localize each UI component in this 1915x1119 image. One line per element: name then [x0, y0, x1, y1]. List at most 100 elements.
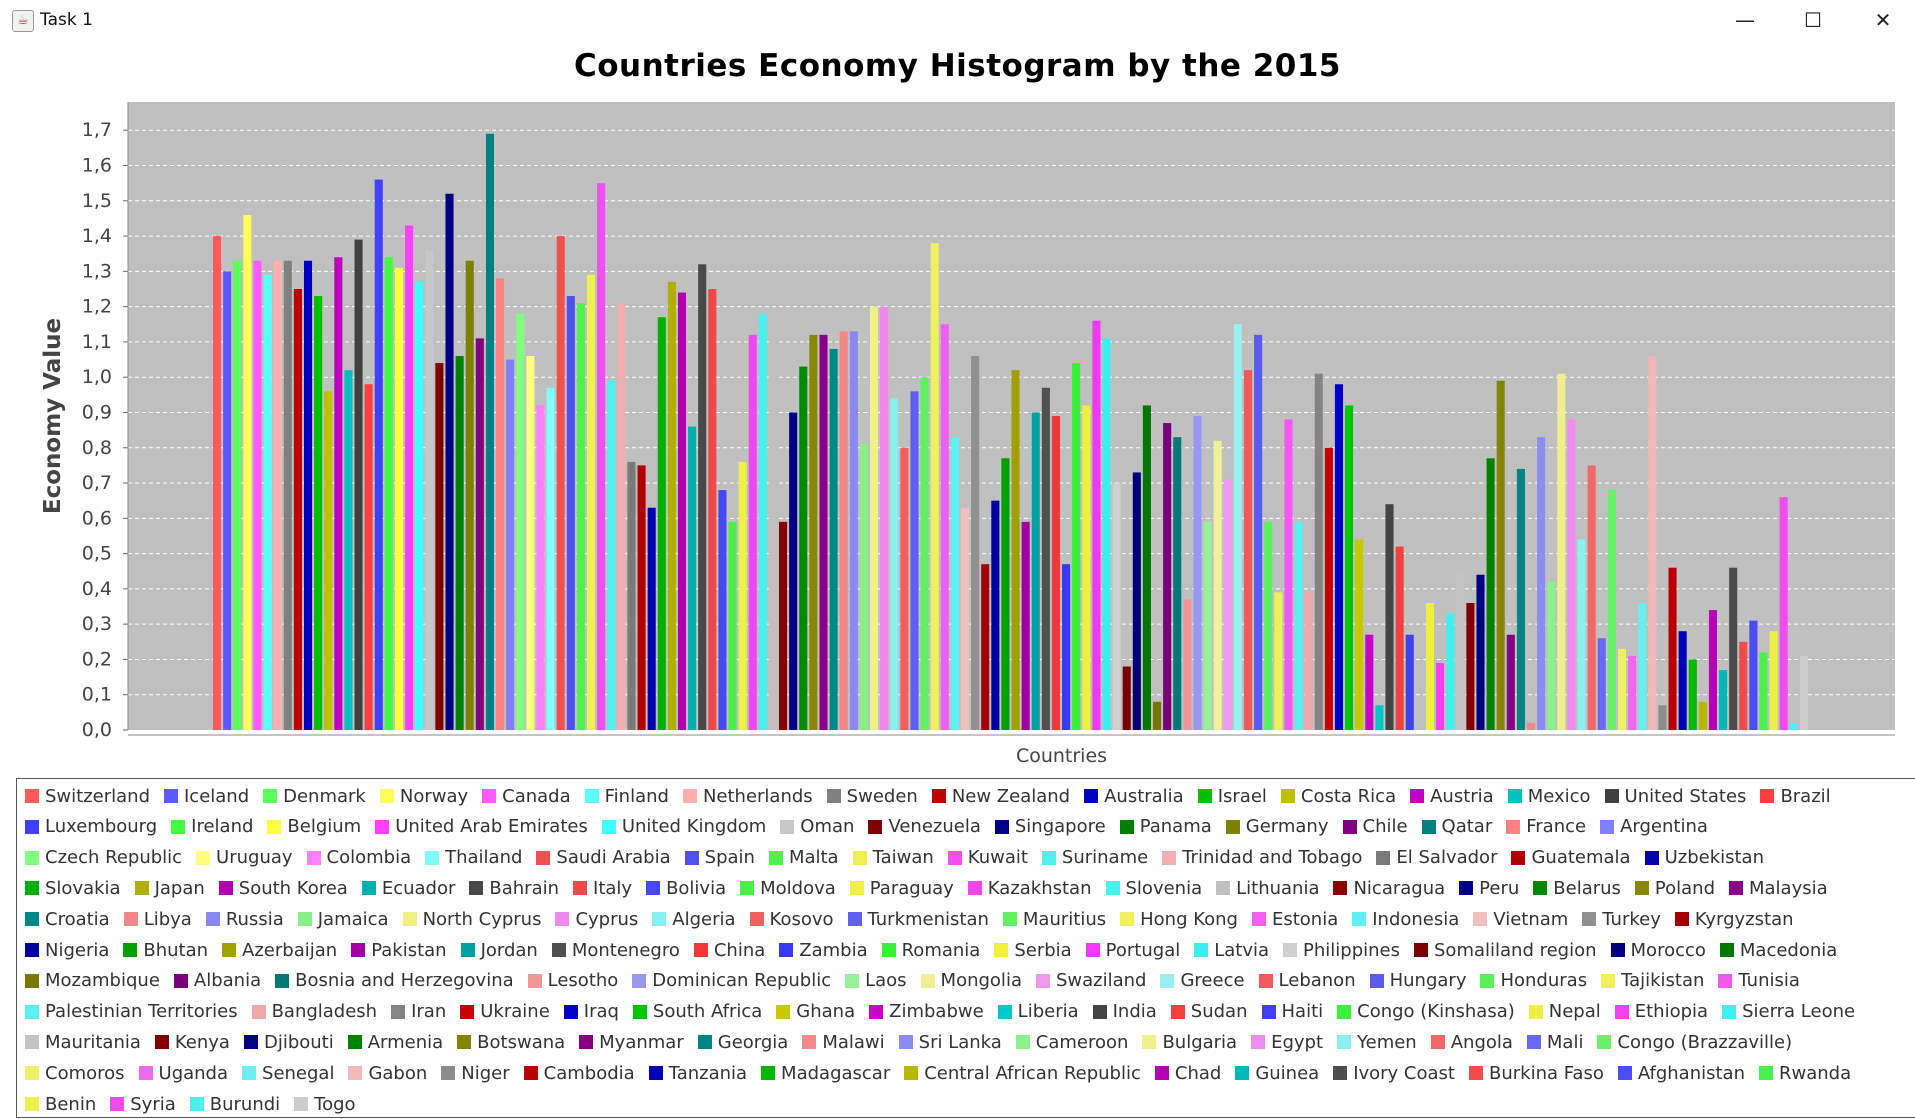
legend-label: Belarus	[1553, 877, 1621, 899]
bar-japan	[667, 281, 676, 730]
legend-item: Costa Rica	[1280, 783, 1396, 809]
legend-swatch	[579, 1035, 594, 1050]
legend-label: Azerbaijan	[242, 939, 338, 961]
y-tick-label: 1,3	[82, 260, 112, 282]
bar-ireland	[384, 257, 393, 730]
legend-swatch	[1105, 881, 1120, 896]
bar-swaziland	[1223, 479, 1232, 730]
legend-swatch	[163, 789, 178, 803]
legend-label: Turkmenistan	[867, 908, 989, 930]
legend-label: Kyrgyzstan	[1694, 908, 1794, 930]
legend-swatch	[154, 1035, 169, 1050]
legend-item: Italy	[573, 875, 632, 901]
legend-swatch	[740, 881, 755, 896]
bar-brazil	[364, 384, 373, 730]
legend-swatch	[1015, 1035, 1030, 1050]
bar-bolivia	[718, 490, 727, 730]
legend-label: Sri Lanka	[918, 1031, 1002, 1053]
java-app-icon: ☕	[12, 10, 34, 32]
legend-label: Gabon	[368, 1062, 428, 1084]
bar-romania	[1072, 363, 1081, 730]
legend-label: Bulgaria	[1162, 1031, 1238, 1053]
legend-item: Cyprus	[555, 906, 638, 932]
legend-label: Saudi Arabia	[556, 847, 671, 869]
legend-label: Tanzania	[668, 1062, 748, 1084]
legend-swatch	[1414, 943, 1428, 957]
legend-swatch	[997, 1004, 1012, 1019]
legend-swatch	[1644, 850, 1659, 865]
bar-slovenia	[758, 313, 767, 730]
legend-item: Yemen	[1337, 1029, 1417, 1055]
legend-label: Afghanistan	[1637, 1062, 1745, 1084]
bar-argentina	[506, 359, 515, 730]
close-button[interactable]: ✕	[1874, 8, 1892, 32]
legend-swatch	[1194, 943, 1209, 957]
legend-label: Sweden	[846, 785, 918, 807]
bar-afghanistan	[1749, 620, 1758, 730]
legend-label: Switzerland	[45, 785, 150, 807]
y-tick-label: 1,0	[82, 366, 112, 388]
legend-swatch	[1410, 789, 1425, 803]
legend-swatch	[25, 973, 39, 988]
bar-greece	[1233, 324, 1242, 730]
legend-label: Albania	[193, 970, 262, 992]
legend-label: Mexico	[1527, 785, 1591, 807]
legend-label: Zimbabwe	[889, 1001, 984, 1023]
legend-label: Poland	[1654, 877, 1715, 899]
bar-qatar	[485, 133, 494, 730]
legend-swatch	[218, 881, 233, 896]
bar-mongolia	[1213, 440, 1222, 730]
legend-label: Congo (Kinshasa)	[1357, 1001, 1515, 1023]
bar-egypt	[1567, 419, 1576, 730]
bar-malta	[576, 303, 585, 730]
legend-swatch	[768, 850, 783, 865]
legend-item: Swaziland	[1035, 968, 1146, 994]
legend-item: Sweden	[826, 783, 918, 809]
legend-label: Chile	[1362, 816, 1408, 838]
legend-label: Austria	[1430, 785, 1494, 807]
bar-australia	[303, 260, 313, 730]
bar-north-cyprus	[869, 306, 879, 730]
legend-swatch	[693, 943, 708, 957]
legend-item: Slovakia	[25, 875, 121, 901]
legend-item: Kenya	[154, 1029, 230, 1055]
legend-label: Spain	[704, 847, 755, 869]
legend-label: Mali	[1546, 1031, 1584, 1053]
legend-item: Lesotho	[527, 968, 619, 994]
legend-item: Suriname	[1041, 845, 1148, 871]
legend-swatch	[189, 1097, 204, 1111]
legend-label: Kuwait	[967, 847, 1028, 869]
y-axis-label: Economy Value	[40, 318, 66, 514]
legend-swatch	[460, 1004, 475, 1019]
legend-swatch	[275, 973, 290, 988]
legend-swatch	[898, 1035, 913, 1050]
minimize-button[interactable]: —	[1735, 8, 1755, 32]
bar-serbia	[1082, 405, 1091, 730]
legend-swatch	[523, 1066, 538, 1081]
legend-swatch	[994, 943, 1009, 957]
y-tick-label: 0,1	[82, 684, 112, 706]
bar-kazakhstan	[748, 334, 757, 730]
bar-cambodia	[1668, 567, 1677, 730]
legend-item: Israel	[1197, 783, 1267, 809]
bar-turkey	[971, 356, 980, 730]
maximize-button[interactable]: ☐	[1804, 8, 1822, 32]
legend-swatch	[869, 1004, 884, 1019]
legend-label: Ireland	[191, 816, 254, 838]
legend-label: Lesotho	[547, 970, 619, 992]
legend-item: Saudi Arabia	[536, 845, 671, 871]
legend-item: Sudan	[1170, 999, 1248, 1025]
legend-item: Ireland	[171, 814, 253, 840]
bar-suriname	[607, 380, 616, 730]
legend-swatch	[779, 943, 794, 957]
legend-label: Argentina	[1620, 816, 1708, 838]
bar-united-arab-emirates	[405, 225, 414, 730]
legend-item: Laos	[845, 968, 907, 994]
legend-label: Indonesia	[1372, 908, 1460, 930]
legend-item: Haiti	[1261, 999, 1323, 1025]
legend-swatch	[1760, 789, 1775, 803]
legend-item: Venezuela	[868, 814, 981, 840]
bar-morocco	[1132, 472, 1141, 730]
legend-swatch	[920, 973, 935, 988]
legend-label: Bahrain	[489, 877, 560, 899]
